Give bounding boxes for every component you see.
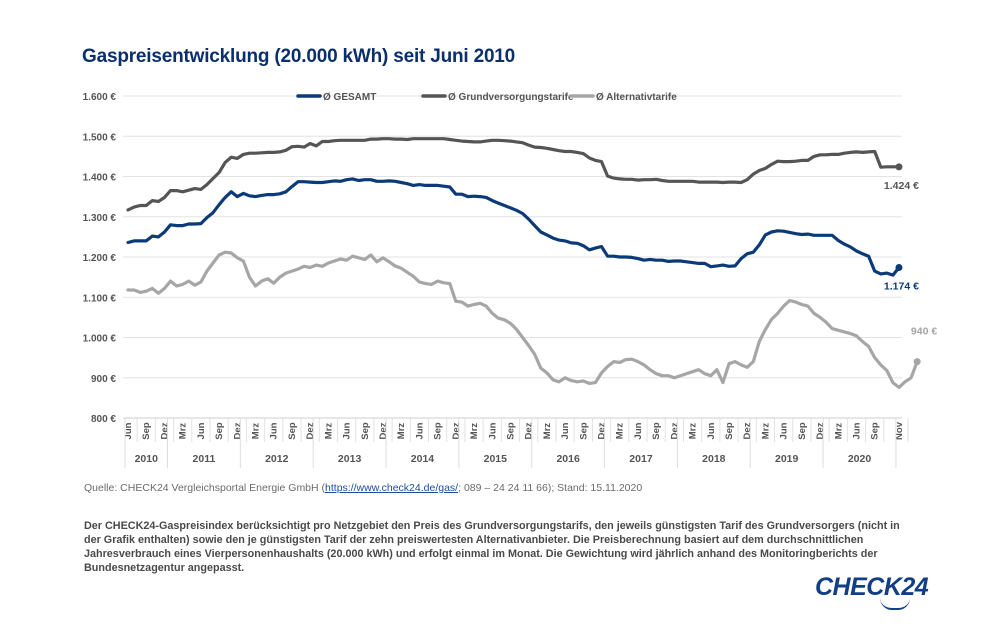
x-month-label: Sep xyxy=(214,422,225,440)
x-month-label: Jun xyxy=(560,422,571,439)
check24-logo: CHECK24 xyxy=(815,573,929,601)
end-point-marker xyxy=(913,358,921,366)
x-month-label: Dez xyxy=(451,422,462,439)
gridlines xyxy=(123,95,902,419)
x-month-label: Dez xyxy=(815,422,826,439)
x-month-label: Dez xyxy=(305,422,316,439)
methodology-note: Der CHECK24-Gaspreisindex berücksichtigt… xyxy=(84,520,900,574)
x-month-label: Sep xyxy=(433,422,444,440)
legend: Ø GESAMT Ø Grundversorgungstarife Ø Altern… xyxy=(296,92,677,103)
y-tick-label: 1.200 € xyxy=(83,253,117,264)
x-month-label: Dez xyxy=(378,422,389,439)
x-month-label: Jun xyxy=(196,422,207,439)
x-month-label: Sep xyxy=(360,422,371,440)
x-month-label: Dez xyxy=(669,422,680,439)
chart-title: Gaspreisentwicklung (20.000 kWh) seit Ju… xyxy=(82,46,516,67)
x-month-label: Sep xyxy=(287,422,298,440)
x-year-label: 2017 xyxy=(629,453,653,465)
x-month-label: Jun xyxy=(414,422,425,439)
x-month-label: Mrz xyxy=(178,423,189,440)
x-year-label: 2015 xyxy=(484,453,508,465)
y-tick-label: 1.000 € xyxy=(83,334,117,345)
end-point-marker xyxy=(895,163,903,171)
x-month-label: Dez xyxy=(232,422,243,439)
x-year-label: 2019 xyxy=(775,453,799,465)
x-year-label: 2016 xyxy=(556,453,580,465)
x-month-label: Nov xyxy=(894,421,905,440)
y-tick-label: 1.500 € xyxy=(83,132,117,143)
logo-arc-icon xyxy=(880,598,910,610)
series-lines xyxy=(126,137,921,389)
end-labels: 1.174 € 1.424 € 940 € xyxy=(884,180,937,338)
series-line-1 xyxy=(126,177,901,277)
x-year-label: 2010 xyxy=(135,453,159,465)
x-month-label: Jun xyxy=(779,422,790,439)
x-year-label: 2012 xyxy=(265,453,289,465)
x-axis: Jun Sep Dez Mrz Jun Sep Dez Mrz Jun Sep Dez Mrz Jun S… xyxy=(123,417,909,468)
x-year-label: 2018 xyxy=(702,453,726,465)
x-month-label: Jun xyxy=(851,422,862,439)
y-tick-label: 1.300 € xyxy=(83,213,117,224)
end-value-label: 940 € xyxy=(911,326,937,338)
x-month-label: Jun xyxy=(633,422,644,439)
end-value-label: 1.174 € xyxy=(884,280,919,292)
source-link[interactable]: https://www.check24.de/gas/ xyxy=(325,482,459,494)
series-line-3 xyxy=(126,250,919,389)
x-month-label: Jun xyxy=(706,422,717,439)
legend-label: Ø Alternativtarife xyxy=(596,92,677,103)
x-year-label: 2014 xyxy=(411,453,435,465)
end-value-label: 1.424 € xyxy=(884,180,919,192)
x-month-label: Jun xyxy=(342,422,353,439)
x-month-label: Mrz xyxy=(688,423,699,440)
x-month-label: Mrz xyxy=(760,423,771,440)
source-suffix: ; 089 – 24 24 11 66); Stand: 15.11.2020 xyxy=(458,482,643,494)
x-month-label: Mrz xyxy=(469,423,480,440)
x-month-label: Sep xyxy=(651,422,662,440)
legend-label: Ø Grundversorgungstarife xyxy=(448,92,574,103)
y-tick-label: 1.600 € xyxy=(83,92,117,103)
source-prefix: Quelle: CHECK24 Vergleichsportal Energie… xyxy=(84,482,326,494)
x-month-label: Sep xyxy=(870,422,881,440)
x-month-label: Jun xyxy=(269,422,280,439)
x-year-label: 2013 xyxy=(338,453,362,465)
x-month-label: Sep xyxy=(505,422,516,440)
y-tick-label: 900 € xyxy=(91,374,116,385)
x-month-label: Mrz xyxy=(542,423,553,440)
y-axis: 800 € 900 € 1.000 € 1.100 € 1.200 € 1.300 € 1.… xyxy=(83,92,117,425)
x-year-label: 2011 xyxy=(193,453,216,465)
x-month-label: Dez xyxy=(524,422,535,439)
x-month-label: Dez xyxy=(159,422,170,439)
x-month-label: Sep xyxy=(797,422,808,440)
y-tick-label: 1.100 € xyxy=(83,293,117,304)
source-note: Quelle: CHECK24 Vergleichsportal Energie… xyxy=(84,482,642,494)
x-month-label: Sep xyxy=(141,422,152,440)
x-month-label: Mrz xyxy=(251,423,262,440)
x-month-label: Sep xyxy=(578,422,589,440)
y-tick-label: 800 € xyxy=(91,414,116,425)
y-tick-label: 1.400 € xyxy=(83,173,117,184)
legend-label: Ø GESAMT xyxy=(323,92,376,103)
x-month-label: Mrz xyxy=(833,423,844,440)
x-month-label: Dez xyxy=(742,422,753,439)
x-year-label: 2020 xyxy=(848,453,872,465)
x-month-label: Jun xyxy=(123,422,134,439)
end-point-marker xyxy=(895,263,903,271)
x-month-label: Sep xyxy=(724,422,735,440)
series-line-2 xyxy=(126,137,901,212)
x-month-label: Mrz xyxy=(323,423,334,440)
x-month-label: Dez xyxy=(597,422,608,439)
line-chart: 800 € 900 € 1.000 € 1.100 € 1.200 € 1.300 € 1.… xyxy=(83,92,937,468)
x-month-label: Mrz xyxy=(396,423,407,440)
x-month-label: Jun xyxy=(487,422,498,439)
x-month-label: Mrz xyxy=(615,423,626,440)
